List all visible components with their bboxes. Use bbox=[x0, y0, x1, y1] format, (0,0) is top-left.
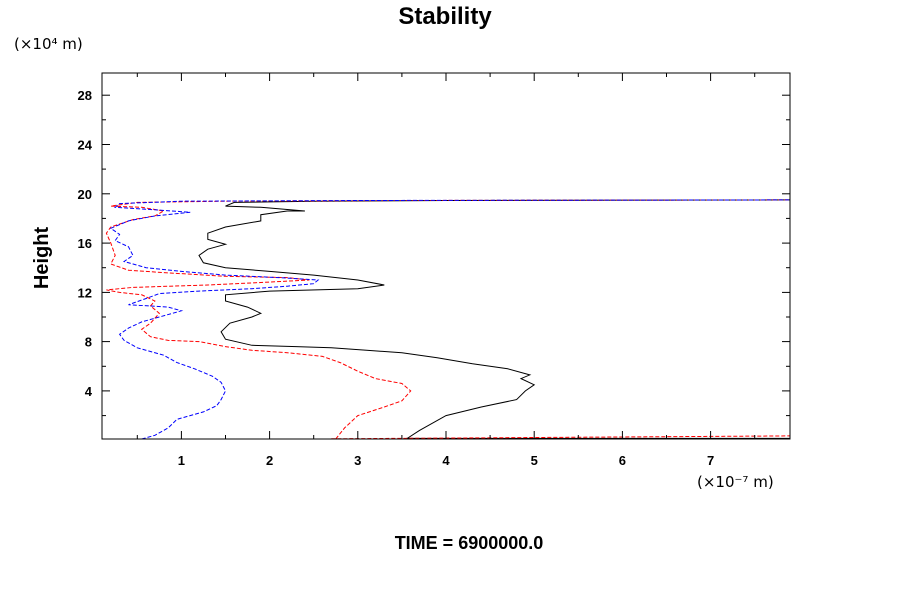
x-tick-label: 1 bbox=[178, 453, 185, 468]
time-label: TIME = 6900000.0 bbox=[395, 533, 544, 553]
y-tick-label: 8 bbox=[85, 335, 92, 350]
series-line-solid-black bbox=[198, 199, 791, 440]
y-unit-label: (×10⁴ m) bbox=[14, 35, 83, 53]
y-tick-label: 24 bbox=[78, 138, 93, 153]
plot-frame bbox=[101, 72, 791, 440]
y-tick-label: 20 bbox=[78, 187, 92, 202]
y-axis-label: Height bbox=[31, 227, 53, 290]
x-unit-label: (×10⁻⁷ m) bbox=[697, 473, 774, 491]
y-tick-label: 4 bbox=[85, 384, 93, 399]
series-line-dashed-blue bbox=[109, 199, 791, 440]
plot-lines bbox=[105, 199, 791, 440]
x-tick-label: 6 bbox=[619, 453, 626, 468]
y-tick-label: 28 bbox=[78, 88, 92, 103]
y-tick-label: 12 bbox=[78, 285, 92, 300]
x-tick-label: 4 bbox=[442, 453, 450, 468]
series-line-dashed-red bbox=[105, 199, 791, 440]
y-tick-label: 16 bbox=[78, 236, 92, 251]
x-tick-label: 7 bbox=[707, 453, 714, 468]
x-tick-label: 2 bbox=[266, 453, 273, 468]
chart-title: Stability bbox=[398, 3, 492, 30]
x-tick-label: 3 bbox=[354, 453, 361, 468]
series-line-base-red bbox=[331, 435, 791, 440]
x-tick-label: 5 bbox=[531, 453, 538, 468]
